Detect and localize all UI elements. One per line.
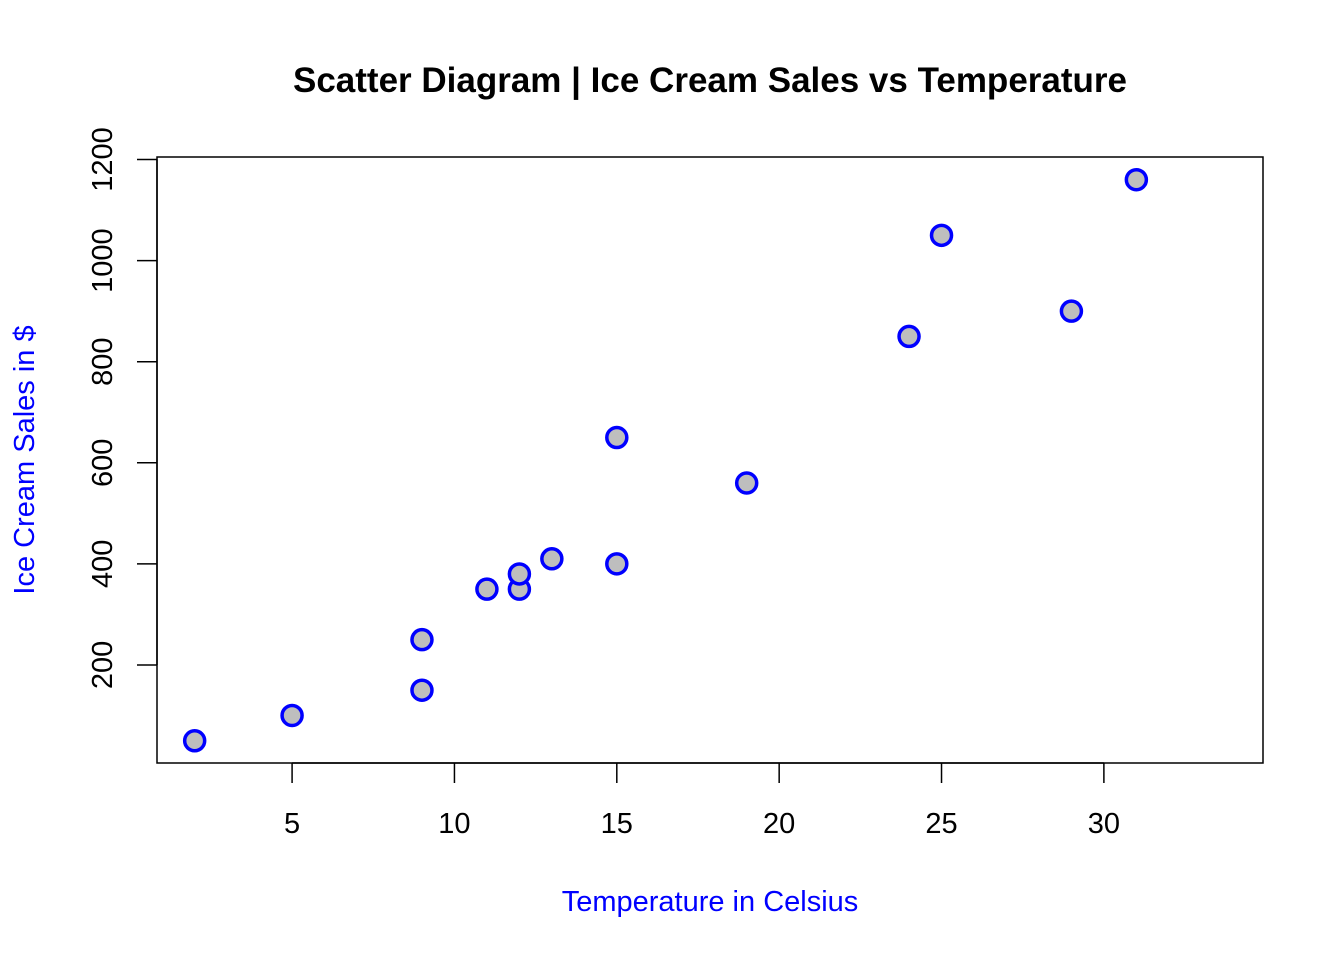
- data-point: [1124, 167, 1149, 192]
- plot-frame: [156, 156, 1264, 764]
- y-tick-label: 200: [87, 641, 119, 689]
- x-axis-title: Temperature in Celsius: [562, 886, 859, 918]
- y-tick-label: 1200: [87, 127, 119, 192]
- x-tick-label: 10: [438, 808, 470, 840]
- data-point: [182, 729, 207, 753]
- x-tick-label: 30: [1088, 808, 1120, 840]
- x-tick-label: 15: [601, 808, 633, 840]
- data-point: [280, 703, 304, 728]
- y-axis-title: Ice Cream Sales in $: [9, 325, 41, 594]
- x-tick-label: 5: [284, 808, 300, 840]
- y-tick-label: 800: [87, 338, 119, 386]
- data-point: [507, 562, 532, 586]
- data-point: [410, 627, 434, 652]
- data-point: [734, 471, 759, 495]
- data-point: [897, 324, 921, 349]
- y-tick-label: 400: [87, 540, 119, 588]
- data-point: [410, 678, 434, 702]
- y-tick-label: 600: [87, 439, 119, 487]
- x-tick-label: 20: [763, 808, 795, 840]
- data-point: [929, 223, 954, 248]
- x-axis: 5 10 15 20 25 30: [284, 762, 1120, 840]
- data-point: [605, 425, 629, 450]
- data-point: [540, 547, 564, 571]
- data-points: [182, 167, 1149, 753]
- y-tick-label: 1000: [87, 228, 119, 293]
- data-point: [605, 552, 629, 576]
- x-tick-label: 25: [925, 808, 957, 840]
- chart-title: Scatter Diagram | Ice Cream Sales vs Tem…: [293, 61, 1127, 100]
- y-axis: 200 400 600 800 1000 1200: [87, 127, 158, 689]
- data-point: [475, 577, 499, 601]
- data-point: [1059, 299, 1084, 323]
